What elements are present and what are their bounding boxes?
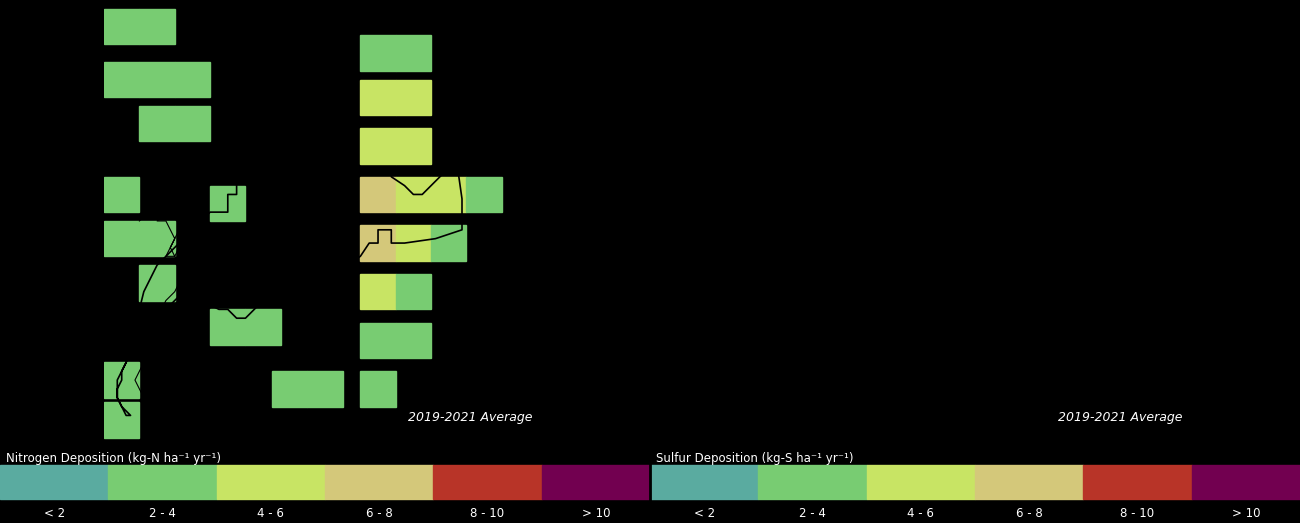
Bar xyxy=(139,106,174,141)
Text: < 2: < 2 xyxy=(44,507,65,520)
Bar xyxy=(0,464,108,499)
Bar xyxy=(433,464,542,499)
Bar xyxy=(467,177,502,212)
Bar xyxy=(104,221,139,256)
Bar xyxy=(272,371,307,406)
Text: 4 - 6: 4 - 6 xyxy=(257,507,285,520)
Bar xyxy=(360,274,395,310)
Bar xyxy=(395,225,432,261)
Bar xyxy=(395,36,432,71)
Bar xyxy=(325,464,433,499)
Bar xyxy=(246,309,281,345)
Bar xyxy=(139,221,174,256)
Text: < 2: < 2 xyxy=(694,507,715,520)
Bar xyxy=(360,323,395,358)
Bar xyxy=(650,464,758,499)
Text: 6 - 8: 6 - 8 xyxy=(365,507,393,520)
Text: 2019-2021 Average: 2019-2021 Average xyxy=(1058,411,1183,424)
Bar xyxy=(174,106,211,141)
Bar xyxy=(108,464,217,499)
Bar xyxy=(975,464,1083,499)
Bar xyxy=(104,362,139,397)
Bar xyxy=(360,225,395,261)
Bar xyxy=(758,464,867,499)
Bar xyxy=(395,128,432,164)
Bar xyxy=(139,62,174,97)
Bar xyxy=(395,323,432,358)
Bar xyxy=(1083,464,1192,499)
Bar xyxy=(104,402,139,438)
Bar xyxy=(211,186,246,221)
Bar xyxy=(395,79,432,115)
Text: 2 - 4: 2 - 4 xyxy=(150,507,176,520)
Bar xyxy=(432,177,467,212)
Bar xyxy=(867,464,975,499)
Bar xyxy=(395,177,432,212)
Text: 2019-2021 Average: 2019-2021 Average xyxy=(408,411,533,424)
Bar xyxy=(360,371,395,406)
Text: 4 - 6: 4 - 6 xyxy=(907,507,935,520)
Text: 2 - 4: 2 - 4 xyxy=(800,507,826,520)
Text: 8 - 10: 8 - 10 xyxy=(471,507,504,520)
Bar xyxy=(360,128,395,164)
Text: 8 - 10: 8 - 10 xyxy=(1121,507,1154,520)
Bar xyxy=(360,36,395,71)
Bar xyxy=(1192,464,1300,499)
Bar xyxy=(360,177,395,212)
Bar xyxy=(104,9,139,44)
Bar xyxy=(104,62,139,97)
Bar xyxy=(432,225,467,261)
Bar xyxy=(174,62,211,97)
Bar xyxy=(104,177,139,212)
Bar xyxy=(395,274,432,310)
Bar xyxy=(217,464,325,499)
Text: > 10: > 10 xyxy=(1231,507,1260,520)
Bar xyxy=(211,309,246,345)
Bar xyxy=(307,371,343,406)
Text: Sulfur Deposition (kg-S ha⁻¹ yr⁻¹): Sulfur Deposition (kg-S ha⁻¹ yr⁻¹) xyxy=(656,452,854,464)
Text: > 10: > 10 xyxy=(581,507,610,520)
Text: 6 - 8: 6 - 8 xyxy=(1015,507,1043,520)
Bar xyxy=(139,265,174,301)
Bar xyxy=(542,464,650,499)
Text: Nitrogen Deposition (kg-N ha⁻¹ yr⁻¹): Nitrogen Deposition (kg-N ha⁻¹ yr⁻¹) xyxy=(6,452,221,464)
Bar xyxy=(360,79,395,115)
Bar xyxy=(139,9,174,44)
